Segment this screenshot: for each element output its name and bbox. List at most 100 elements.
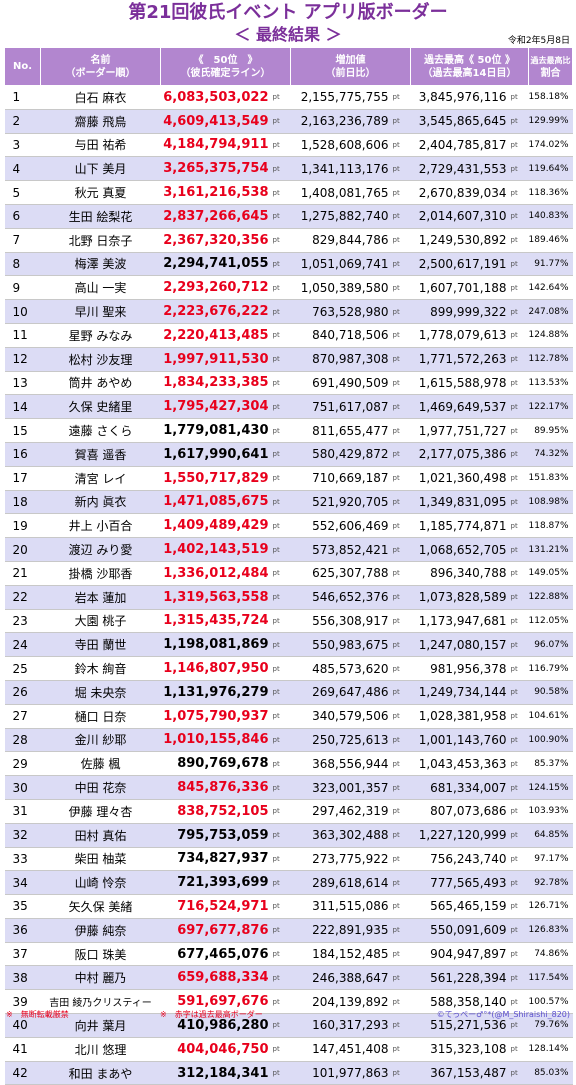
unit-label: pt [508,847,529,872]
unit-label: pt [390,537,411,562]
rank-cell: 15 [4,418,41,443]
name-cell: 齋藤 飛鳥 [40,109,161,134]
unit-label: pt [390,394,411,420]
table-row: 24 寺田 蘭世 1,198,081,869 pt 550,983,675 pt 1,247… [4,632,573,658]
score-cell: 1,997,911,530 [160,347,271,372]
unit-label: pt [390,965,411,991]
past-best-cell: 2,177,075,386 [410,442,509,467]
increase-cell: 1,051,069,741 [290,252,391,277]
increase-cell: 204,139,892 [290,989,391,1015]
unit-label: pt [270,847,291,872]
past-best-cell: 588,358,140 [410,989,509,1015]
unit-label: pt [390,180,411,205]
unit-label: pt [270,109,291,134]
increase-cell: 485,573,620 [290,656,391,681]
unit-label: pt [508,823,529,848]
unit-label: pt [270,656,291,681]
table-row: 37 阪口 珠美 677,465,076 pt 184,152,485 pt 904,947… [4,942,573,967]
footer-note-no-repost: ※ 無断転載厳禁 [6,1010,69,1019]
table-row: 31 伊藤 理々杏 838,752,105 pt 297,462,319 pt 807,07… [4,799,573,824]
header-past-best: 過去最高《 50位 》（過去最高14日目） [409,47,530,86]
ratio-cell: 119.64% [528,156,573,182]
past-best-cell: 1,469,649,537 [410,394,509,420]
past-best-cell: 1,778,079,613 [410,323,509,348]
ratio-cell: 124.88% [528,323,573,348]
score-cell: 2,293,260,712 [160,275,271,301]
score-cell: 4,609,413,549 [160,109,271,134]
unit-label: pt [508,728,529,753]
table-row: 32 田村 真佑 795,753,059 pt 363,302,488 pt 1,227,1… [4,823,573,848]
increase-cell: 550,983,675 [290,632,391,658]
table-row: 18 新内 眞衣 1,471,085,675 pt 521,920,705 pt 1,349… [4,490,573,515]
border-table: No. 名前 （ボーダー順） 《 50位 》（彼氏確定ライン） 増加値 （前日比） … [4,47,574,1085]
score-cell: 3,161,216,538 [160,180,271,205]
unit-label: pt [270,823,291,848]
ratio-cell: 112.05% [528,609,573,634]
past-best-cell: 1,249,734,144 [410,680,509,705]
unit-label: pt [508,466,529,491]
table-row: 38 中村 麗乃 659,688,334 pt 246,388,647 pt 561,228… [4,965,573,991]
unit-label: pt [270,942,291,967]
rank-cell: 1 [4,85,41,110]
rank-cell: 31 [4,799,41,824]
unit-label: pt [508,371,529,396]
name-cell: 生田 絵梨花 [40,204,161,229]
unit-label: pt [390,1061,411,1085]
table-row: 10 早川 聖来 2,223,676,222 pt 763,528,980 pt 899,9… [4,299,573,324]
increase-cell: 269,647,486 [290,680,391,705]
name-cell: 北野 日奈子 [40,228,161,253]
ratio-cell: 129.99% [528,109,573,134]
unit-label: pt [270,965,291,991]
ratio-cell: 116.79% [528,656,573,681]
unit-label: pt [270,347,291,372]
increase-cell: 625,307,788 [290,561,391,586]
increase-cell: 710,669,187 [290,466,391,491]
past-best-cell: 756,243,740 [410,847,509,872]
ratio-cell: 126.83% [528,918,573,943]
unit-label: pt [270,561,291,586]
rank-cell: 18 [4,490,41,515]
score-cell: 2,837,266,645 [160,204,271,229]
increase-cell: 340,579,506 [290,704,391,729]
unit-label: pt [390,442,411,467]
unit-label: pt [508,394,529,420]
past-best-cell: 565,465,159 [410,894,509,919]
name-cell: 阪口 珠美 [40,942,161,967]
unit-label: pt [508,204,529,229]
past-best-cell: 777,565,493 [410,870,509,896]
unit-label: pt [390,85,411,110]
unit-label: pt [390,252,411,277]
table-row: 12 松村 沙友理 1,997,911,530 pt 870,987,308 pt 1,77… [4,347,573,372]
name-cell: 筒井 あやめ [40,371,161,396]
score-cell: 3,265,375,754 [160,156,271,182]
score-cell: 1,075,790,937 [160,704,271,729]
rank-cell: 17 [4,466,41,491]
increase-cell: 751,617,087 [290,394,391,420]
past-best-cell: 1,977,751,727 [410,418,509,443]
score-cell: 4,184,794,911 [160,133,271,158]
unit-label: pt [508,751,529,777]
ratio-cell: 189.46% [528,228,573,253]
rank-cell: 38 [4,965,41,991]
name-cell: 鈴木 絢音 [40,656,161,681]
unit-label: pt [508,323,529,348]
score-cell: 1,010,155,846 [160,728,271,753]
score-cell: 2,223,676,222 [160,299,271,324]
rank-cell: 37 [4,942,41,967]
unit-label: pt [508,561,529,586]
footer: ※ 無断転載厳禁 ※ 赤字は過去最高ボーダー ©てっぺー♂°*(@M_Shira… [0,1009,576,1023]
rank-cell: 3 [4,133,41,158]
score-cell: 1,315,435,724 [160,609,271,634]
ratio-cell: 85.37% [528,751,573,777]
score-cell: 734,827,937 [160,847,271,872]
table-row: 17 清宮 レイ 1,550,717,829 pt 710,669,187 pt 1,021… [4,466,573,491]
name-cell: 吉田 綾乃クリスティー [40,989,161,1015]
unit-label: pt [270,204,291,229]
past-best-cell: 2,014,607,310 [410,204,509,229]
past-best-cell: 1,349,831,095 [410,490,509,515]
rank-cell: 2 [4,109,41,134]
past-best-cell: 1,249,530,892 [410,228,509,253]
name-cell: 佐藤 楓 [40,751,161,777]
unit-label: pt [390,371,411,396]
increase-cell: 573,852,421 [290,537,391,562]
